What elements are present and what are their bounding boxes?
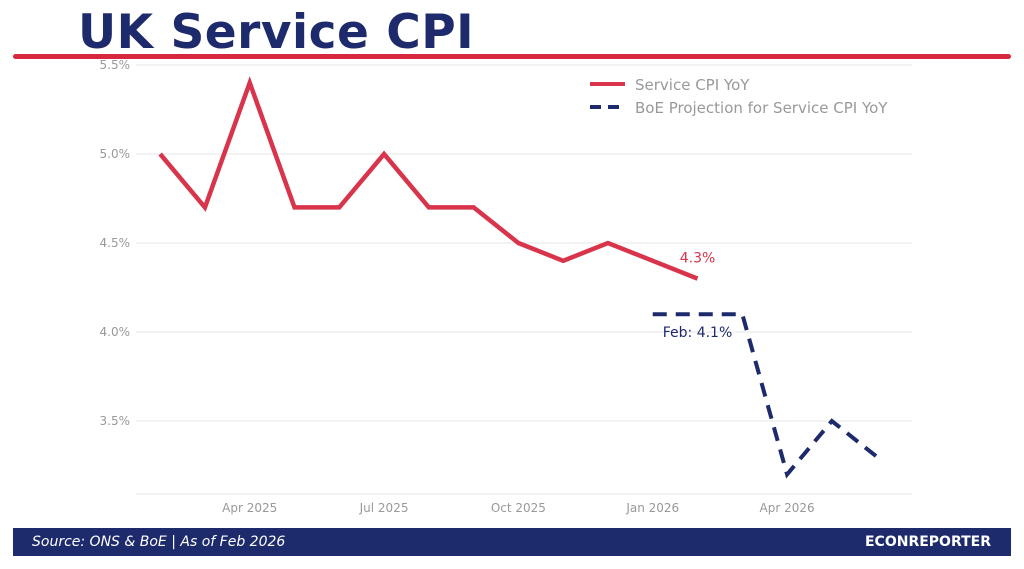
data-point-service-cpi [651,259,655,263]
data-point-service-cpi [561,259,565,263]
x-tick-label: Apr 2025 [222,501,277,515]
legend-label-service-cpi: Service CPI YoY [635,76,750,94]
title-underline [13,54,1011,59]
y-tick-label: 5.0% [100,147,131,161]
data-point-boe-projection [785,472,789,476]
data-point-service-cpi [427,205,431,209]
data-point-service-cpi [248,81,252,85]
data-point-service-cpi [203,205,207,209]
data-point-service-cpi [292,205,296,209]
y-axis-ticks: 3.5% 4.0% 4.5% 5.0% 5.5% [100,58,131,428]
brand-label: ECONREPORTER [864,534,991,550]
data-point-service-cpi [472,205,476,209]
data-point-service-cpi [382,152,386,156]
data-point-service-cpi [696,277,700,281]
data-point-service-cpi [158,152,162,156]
y-tick-label: 4.0% [100,325,131,339]
x-tick-label: Apr 2026 [760,501,815,515]
grid-lines [136,64,912,495]
series-group [158,76,879,479]
annotation-projection-feb: Feb: 4.1% [663,325,733,341]
data-point-service-cpi [516,241,520,245]
y-tick-label: 3.5% [100,414,131,428]
data-point-boe-projection [875,455,879,459]
annotation-latest-value: 4.3% [680,251,716,267]
y-tick-label: 5.5% [100,58,131,72]
x-tick-label: Jan 2026 [625,501,679,515]
legend-label-boe-projection: BoE Projection for Service CPI YoY [635,99,888,117]
y-tick-label: 4.5% [100,236,131,250]
x-axis-ticks: Apr 2025 Jul 2025 Oct 2025 Jan 2026 Apr 2026 [222,501,814,515]
data-point-boe-projection [651,312,655,316]
series-line-service-cpi [158,76,699,281]
legend: Service CPI YoY BoE Projection for Servi… [590,76,888,117]
source-note: Source: ONS & BoE | As of Feb 2026 [32,534,286,550]
annotations-group: 4.3% Feb: 4.1% [663,251,733,342]
x-tick-label: Jul 2025 [359,501,409,515]
x-tick-label: Oct 2025 [491,501,546,515]
footer-bar: Source: ONS & BoE | As of Feb 2026 ECONR… [13,528,1011,556]
data-point-boe-projection [696,312,700,316]
data-point-boe-projection [740,312,744,316]
series-line-boe-projection [652,312,878,479]
data-point-service-cpi [337,205,341,209]
data-point-service-cpi [606,241,610,245]
data-point-boe-projection [830,419,834,423]
chart-title: UK Service CPI [78,5,475,60]
